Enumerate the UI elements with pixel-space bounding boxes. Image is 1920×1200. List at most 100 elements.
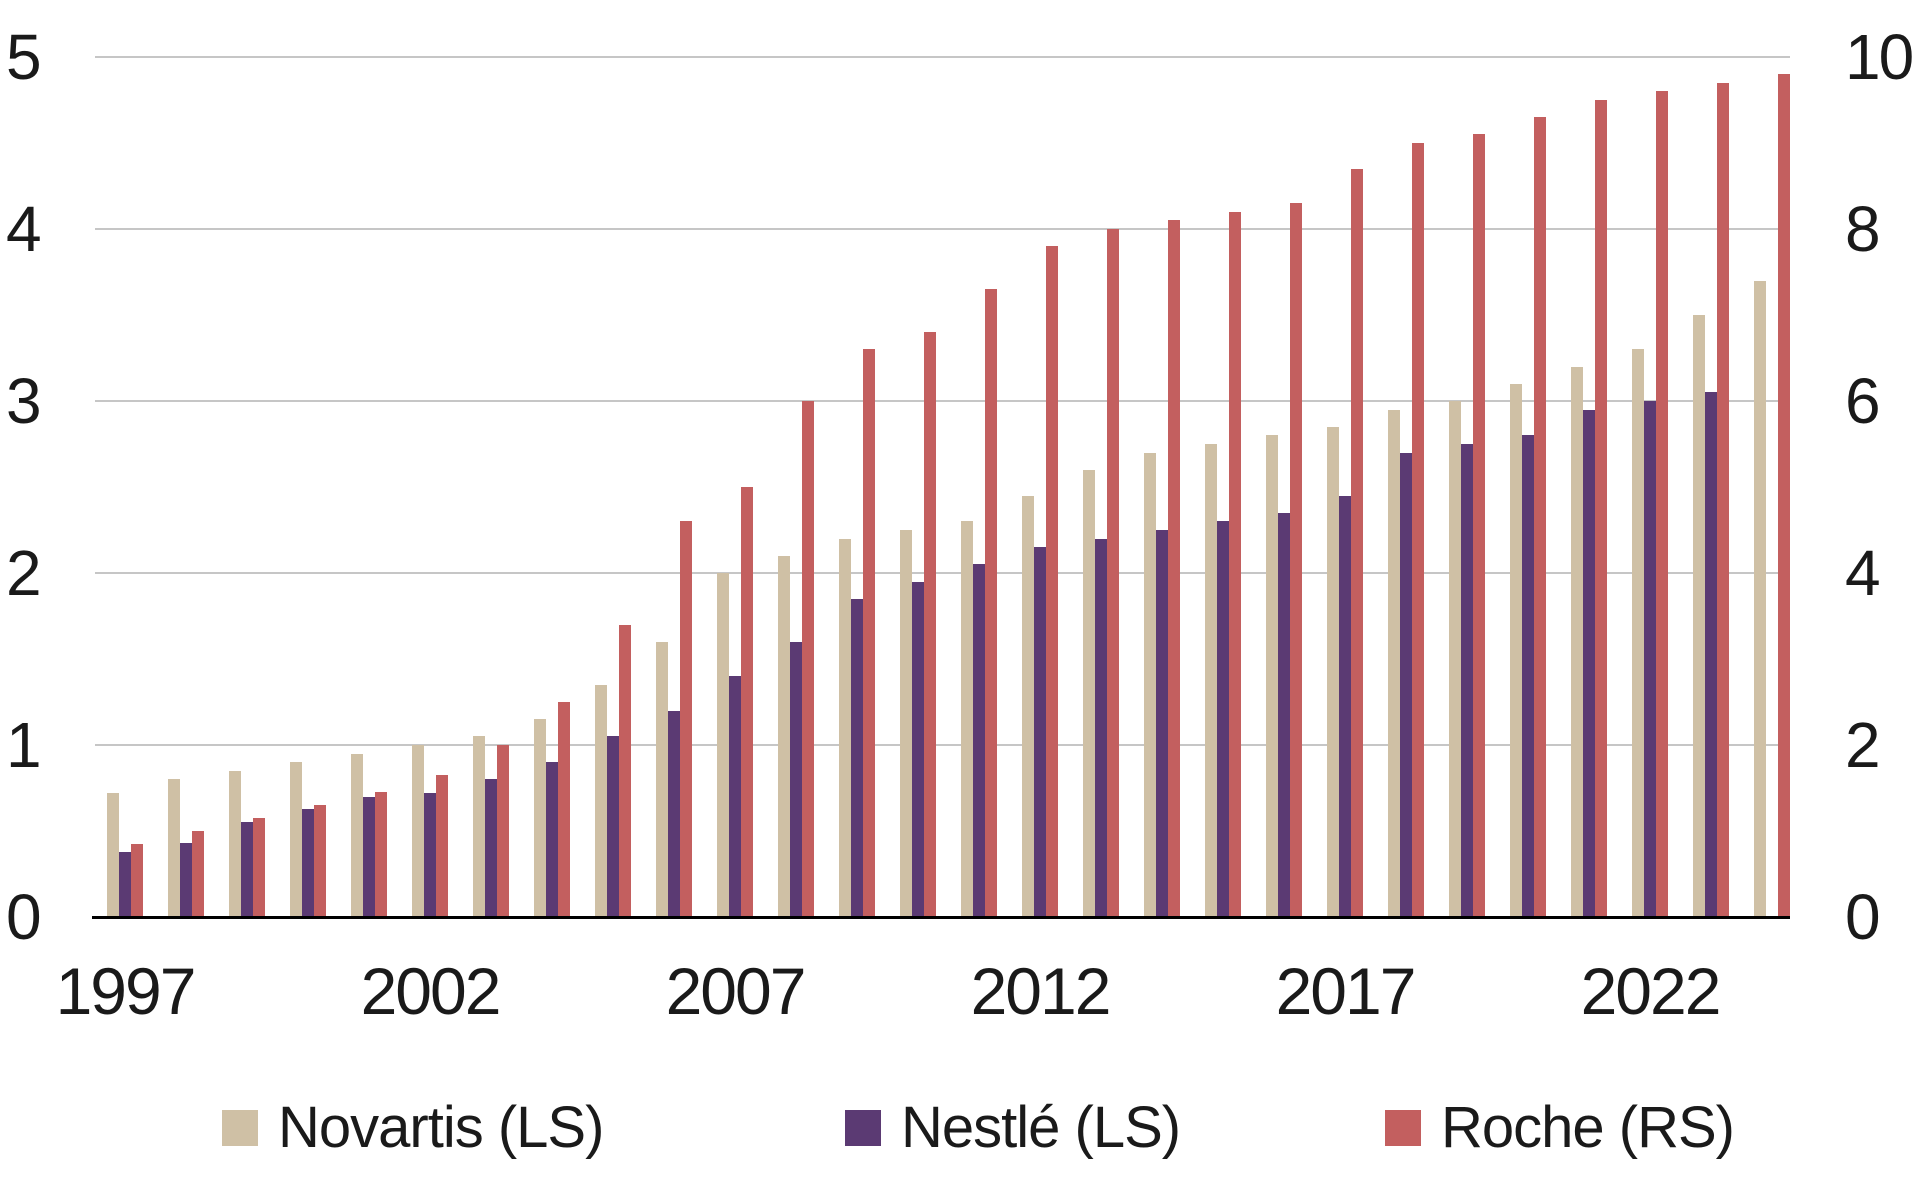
left-axis-tick: 0 (6, 881, 42, 953)
bar-novartis-2008 (778, 556, 790, 917)
bar-novartis-2022 (1632, 349, 1644, 917)
bar-novartis-2009 (839, 539, 851, 917)
bar-novartis-2018 (1388, 410, 1400, 917)
bar-novartis-2004 (534, 719, 546, 917)
legend-item-roche: Roche (RS) (1385, 1095, 1735, 1160)
bar-novartis-2005 (595, 685, 607, 917)
x-axis-line (92, 916, 1790, 919)
bar-novartis-2011 (961, 521, 973, 917)
bar-roche-1999 (253, 818, 265, 917)
bar-roche-2021 (1595, 100, 1607, 917)
bar-nestle-2002 (424, 793, 436, 917)
bar-novartis-2024 (1754, 281, 1766, 917)
bar-nestle-2008 (790, 642, 802, 917)
bar-nestle-2022 (1644, 401, 1656, 917)
legend-swatch-nestle (845, 1110, 881, 1146)
gridline (95, 572, 1790, 574)
bar-novartis-2019 (1449, 401, 1461, 917)
chart-legend: Novartis (LS) Nestlé (LS) Roche (RS) (0, 1096, 1920, 1166)
right-axis-tick: 2 (1845, 709, 1881, 781)
left-axis-tick: 5 (6, 21, 42, 93)
bar-novartis-2006 (656, 642, 668, 917)
bar-roche-2006 (680, 521, 692, 917)
x-tick-label: 2007 (665, 954, 807, 1028)
right-axis-tick: 10 (1845, 21, 1914, 93)
bar-nestle-1997 (119, 852, 131, 917)
bar-novartis-2023 (1693, 315, 1705, 917)
bar-novartis-2000 (290, 762, 302, 917)
bar-roche-2023 (1717, 83, 1729, 917)
bar-roche-2010 (924, 332, 936, 917)
legend-item-novartis: Novartis (LS) (222, 1096, 604, 1160)
bar-nestle-2003 (485, 779, 497, 917)
bar-novartis-1999 (229, 771, 241, 917)
bar-nestle-2015 (1217, 521, 1229, 917)
gridline (95, 400, 1790, 402)
x-tick-label: 2022 (1580, 954, 1722, 1028)
gridline (95, 228, 1790, 230)
left-axis-tick: 2 (6, 537, 42, 609)
bar-roche-2022 (1656, 91, 1668, 917)
bar-novartis-2020 (1510, 384, 1522, 917)
bar-nestle-2016 (1278, 513, 1290, 917)
bar-roche-2002 (436, 775, 448, 917)
bar-roche-2013 (1107, 229, 1119, 917)
bar-nestle-2023 (1705, 392, 1717, 917)
right-axis-tick: 4 (1845, 537, 1881, 609)
bar-novartis-2015 (1205, 444, 1217, 917)
bar-roche-2020 (1534, 117, 1546, 917)
x-tick-label: 2017 (1275, 954, 1417, 1028)
bar-novartis-2002 (412, 745, 424, 917)
bar-roche-2004 (558, 702, 570, 917)
bar-roche-2009 (863, 349, 875, 917)
x-tick-label: 2002 (360, 954, 502, 1028)
bar-roche-1998 (192, 831, 204, 917)
bar-nestle-2006 (668, 711, 680, 917)
bar-novartis-2001 (351, 754, 363, 917)
gridline (95, 56, 1790, 58)
bar-roche-2017 (1351, 169, 1363, 917)
right-axis-tick: 0 (1845, 881, 1881, 953)
legend-swatch-roche (1385, 1110, 1421, 1146)
bar-nestle-2005 (607, 736, 619, 917)
legend-label-roche: Roche (RS) (1441, 1095, 1735, 1160)
bar-nestle-2013 (1095, 539, 1107, 917)
legend-item-nestle: Nestlé (LS) (845, 1095, 1181, 1160)
bar-novartis-2012 (1022, 496, 1034, 917)
bar-nestle-1999 (241, 822, 253, 917)
bar-roche-2001 (375, 792, 387, 917)
bar-novartis-2021 (1571, 367, 1583, 917)
bar-nestle-2020 (1522, 435, 1534, 917)
bar-novartis-2013 (1083, 470, 1095, 917)
bar-roche-2016 (1290, 203, 1302, 917)
bar-nestle-2019 (1461, 444, 1473, 917)
bar-nestle-2012 (1034, 547, 1046, 917)
legend-label-nestle: Nestlé (LS) (901, 1095, 1181, 1160)
bar-nestle-2004 (546, 762, 558, 917)
bar-nestle-2018 (1400, 453, 1412, 917)
bar-novartis-1998 (168, 779, 180, 917)
bar-roche-1997 (131, 844, 143, 917)
bar-nestle-2009 (851, 599, 863, 917)
bar-nestle-2001 (363, 797, 375, 917)
left-axis-tick: 1 (6, 709, 42, 781)
bar-roche-2024 (1778, 74, 1790, 917)
bar-roche-2014 (1168, 220, 1180, 917)
bar-nestle-2014 (1156, 530, 1168, 917)
bar-novartis-2014 (1144, 453, 1156, 917)
bar-novartis-2010 (900, 530, 912, 917)
bar-nestle-2007 (729, 676, 741, 917)
legend-swatch-novartis (222, 1110, 258, 1146)
bar-novartis-2003 (473, 736, 485, 917)
bar-roche-2018 (1412, 143, 1424, 917)
bar-nestle-2017 (1339, 496, 1351, 917)
right-axis-tick: 8 (1845, 193, 1881, 265)
bar-roche-2008 (802, 401, 814, 917)
x-tick-label: 2012 (970, 954, 1112, 1028)
bar-nestle-1998 (180, 843, 192, 917)
left-axis-tick: 3 (6, 365, 42, 437)
bar-nestle-2011 (973, 564, 985, 917)
left-axis-tick: 4 (6, 193, 42, 265)
bar-novartis-2016 (1266, 435, 1278, 917)
